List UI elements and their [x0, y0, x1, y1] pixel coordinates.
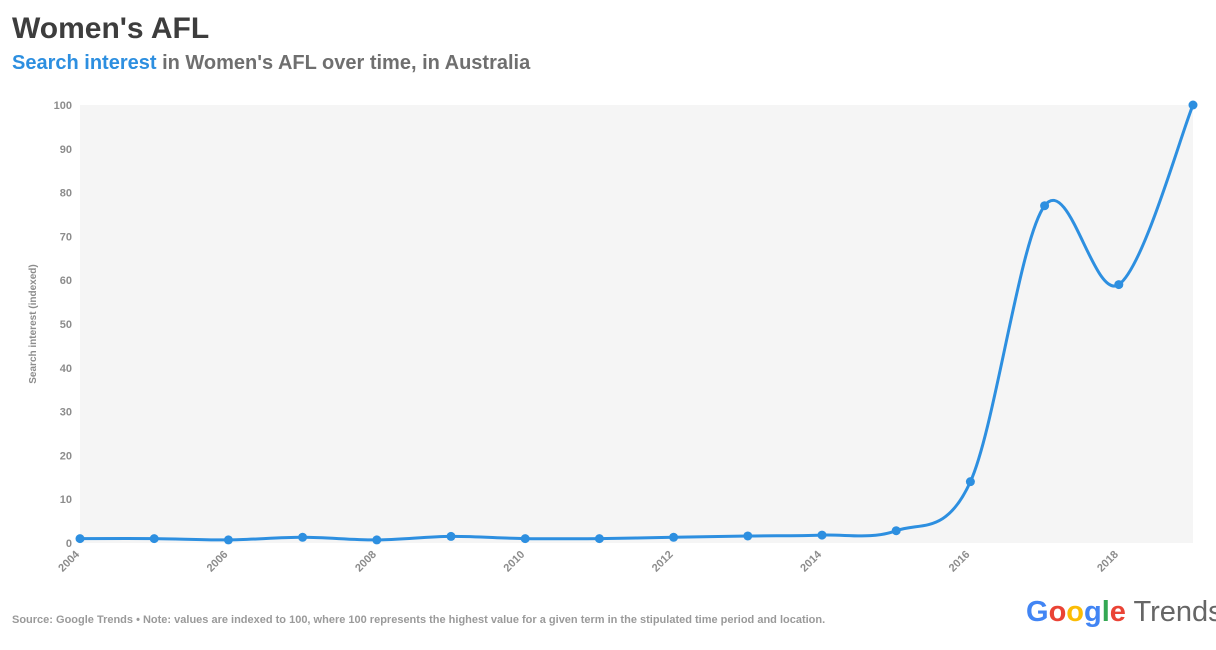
- data-points: [75, 100, 1198, 545]
- data-point: [149, 534, 159, 544]
- y-tick-label: 90: [60, 144, 72, 156]
- y-axis-label: Search interest (indexed): [28, 264, 39, 383]
- y-tick-label: 40: [60, 363, 72, 375]
- google-trends-logo: Google Trends: [1026, 596, 1216, 629]
- data-point: [891, 526, 901, 536]
- x-tick-label: 2014: [798, 548, 824, 574]
- data-point: [520, 534, 530, 544]
- x-tick-label: 2012: [650, 549, 676, 575]
- y-tick-label: 50: [60, 319, 72, 331]
- y-tick-label: 60: [60, 275, 72, 287]
- chart-title: Women's AFL: [12, 12, 210, 45]
- y-tick-label: 80: [60, 188, 72, 200]
- data-point: [1188, 100, 1198, 110]
- y-tick-label: 0: [66, 538, 72, 550]
- y-tick-label: 100: [54, 100, 72, 112]
- google-letter: G: [1026, 596, 1049, 628]
- google-letter: l: [1101, 596, 1110, 628]
- google-letter: g: [1084, 596, 1102, 628]
- data-point: [817, 530, 827, 540]
- y-tick-label: 10: [60, 494, 72, 506]
- x-tick-label: 2004: [56, 548, 82, 574]
- x-tick-label: 2006: [205, 549, 231, 575]
- x-tick-label: 2018: [1095, 549, 1121, 575]
- google-letter: o: [1048, 596, 1067, 628]
- x-tick-label: 2008: [353, 549, 379, 575]
- data-point: [75, 534, 85, 544]
- google-wordmark: Google: [1026, 596, 1126, 628]
- trends-wordmark: Trends: [1133, 596, 1216, 628]
- subtitle-rest: in Women's AFL over time, in Australia: [156, 52, 531, 74]
- data-point: [446, 531, 456, 541]
- y-tick-label: 30: [60, 407, 72, 419]
- subtitle-highlight: Search interest: [12, 52, 157, 74]
- google-letter: o: [1066, 596, 1084, 628]
- x-tick-label: 2010: [502, 549, 528, 575]
- data-point: [965, 477, 975, 487]
- plot-area: [80, 105, 1193, 543]
- data-point: [594, 534, 604, 544]
- source-note: Source: Google Trends • Note: values are…: [12, 614, 826, 626]
- data-point: [372, 535, 382, 545]
- x-tick-label: 2016: [947, 549, 973, 575]
- data-point: [1114, 280, 1124, 290]
- x-axis: 2004 2006 2008 2010 2012 2014 2016 2018: [56, 548, 1121, 574]
- chart-subtitle: Search interest in Women's AFL over time…: [12, 52, 530, 75]
- data-point: [669, 532, 679, 542]
- y-axis: 0 10 20 30 40 50 60 70 80 90 100: [54, 100, 72, 550]
- data-point: [223, 535, 233, 545]
- data-point: [298, 532, 308, 542]
- data-point: [743, 531, 753, 541]
- y-tick-label: 70: [60, 231, 72, 243]
- google-letter: e: [1109, 596, 1126, 628]
- y-tick-label: 20: [60, 450, 72, 462]
- series-line: [78, 103, 1195, 542]
- data-point: [1040, 201, 1050, 211]
